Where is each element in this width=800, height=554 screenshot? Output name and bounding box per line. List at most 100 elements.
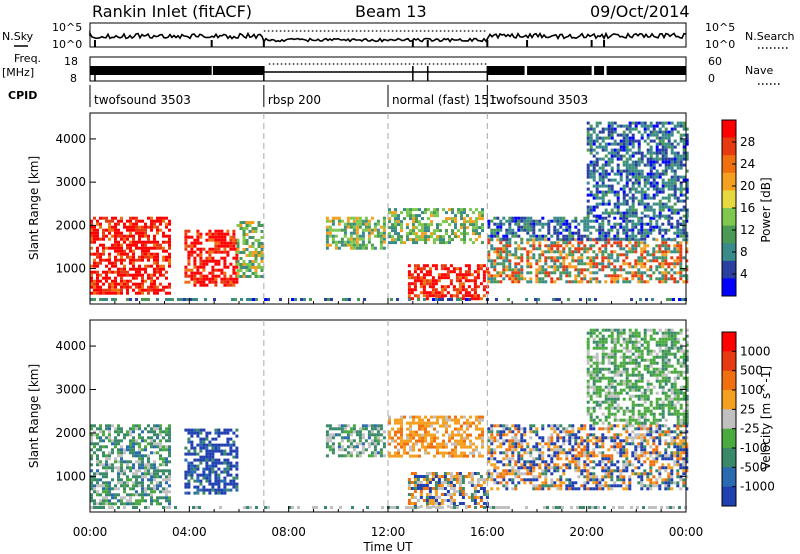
heatmap-cell <box>457 418 460 422</box>
heatmap-cell <box>409 448 412 452</box>
heatmap-cell <box>442 235 445 239</box>
heatmap-cell <box>667 121 671 125</box>
heatmap-cell <box>193 431 197 435</box>
heatmap-cell <box>199 247 203 251</box>
heatmap-cell <box>490 231 494 235</box>
heatmap-cell <box>451 433 454 437</box>
heatmap-cell <box>211 277 215 281</box>
heatmap-cell <box>476 490 480 493</box>
heatmap-cell <box>529 427 533 431</box>
heatmap-cell <box>520 247 524 251</box>
heatmap-cell <box>433 421 436 425</box>
heatmap-cell <box>108 487 111 491</box>
heatmap-cell <box>478 421 481 425</box>
heatmap-cell <box>370 424 374 428</box>
heatmap-cell <box>511 219 515 223</box>
heatmap-cell <box>598 172 602 176</box>
heatmap-cell <box>637 271 641 275</box>
heatmap-cell <box>120 448 123 452</box>
heatmap-cell <box>499 237 503 241</box>
heatmap-cell <box>625 225 629 229</box>
heatmap-cell <box>622 211 626 215</box>
heatmap-cell <box>643 262 647 266</box>
heatmap-cell <box>358 234 362 238</box>
heatmap-cell <box>196 229 200 233</box>
heatmap-cell <box>331 216 335 220</box>
heatmap-cell <box>214 277 218 281</box>
heatmap-cell <box>428 291 432 295</box>
heatmap-cell <box>493 231 497 235</box>
heatmap-cell <box>559 475 563 479</box>
heatmap-cell <box>445 427 448 431</box>
heatmap-cell <box>679 216 683 220</box>
heatmap-cell <box>443 264 447 268</box>
heatmap-cell <box>340 243 344 247</box>
heatmap-cell <box>108 427 111 431</box>
heatmap-cell <box>346 424 350 428</box>
heatmap-cell <box>568 247 572 251</box>
heatmap-cell <box>205 461 209 465</box>
freq-band <box>90 66 212 75</box>
heatmap-cell <box>541 222 545 226</box>
heatmap-cell <box>637 121 641 125</box>
heatmap-cell <box>535 463 539 467</box>
heatmap-cell <box>451 229 454 233</box>
heatmap-cell <box>96 228 99 232</box>
heatmap-cell <box>208 229 212 233</box>
heatmap-cell <box>473 487 477 490</box>
heatmap-cell <box>502 439 506 443</box>
heatmap-cell <box>105 279 108 283</box>
heatmap-cell <box>126 478 129 482</box>
heatmap-cell <box>391 211 394 215</box>
heatmap-cell <box>532 256 536 260</box>
heatmap-cell <box>254 251 258 254</box>
heatmap-cell <box>150 222 153 226</box>
heatmap-cell <box>376 442 380 446</box>
heatmap-cell <box>229 446 233 450</box>
heatmap-cell <box>120 457 123 461</box>
heatmap-cell <box>493 448 497 452</box>
y-tick-label: 3000 <box>55 175 86 189</box>
heatmap-cell <box>111 291 114 295</box>
heatmap-cell <box>440 273 444 277</box>
heatmap-cell <box>634 247 638 251</box>
heatmap-cell <box>529 244 533 248</box>
heatmap-cell <box>156 466 159 470</box>
heatmap-cell <box>574 277 578 281</box>
heatmap-cell <box>235 452 239 456</box>
heatmap-cell <box>111 246 114 250</box>
heatmap-cell <box>664 250 668 254</box>
heatmap-cell <box>388 235 391 239</box>
heatmap-cell <box>388 211 391 215</box>
heatmap-cell <box>610 225 614 229</box>
heatmap-cell <box>457 454 460 458</box>
heatmap-cell <box>223 428 227 432</box>
heatmap-cell <box>502 430 506 434</box>
heatmap-cell <box>682 121 686 125</box>
heatmap-cell <box>526 238 530 242</box>
heatmap-cell <box>565 237 569 241</box>
heatmap-cell <box>505 274 509 278</box>
heatmap-cell <box>129 445 132 449</box>
heatmap-cell <box>418 415 421 419</box>
heatmap-cell <box>355 454 359 458</box>
heatmap-cell <box>568 237 572 241</box>
heatmap-cell <box>394 451 397 455</box>
heatmap-cell <box>412 214 415 218</box>
heatmap-cell <box>150 463 153 467</box>
heatmap-cell <box>610 208 614 212</box>
heatmap-cell <box>454 418 457 422</box>
heatmap-cell <box>598 214 602 218</box>
heatmap-cell <box>126 466 129 470</box>
heatmap-cell <box>102 288 105 292</box>
heatmap-cell <box>105 463 108 467</box>
heatmap-cell <box>419 481 423 484</box>
heatmap-cell <box>592 154 596 158</box>
heatmap-cell <box>455 475 459 478</box>
heatmap-cell <box>496 231 500 235</box>
heatmap-cell <box>670 163 674 167</box>
heatmap-cell <box>147 255 150 259</box>
heatmap-cell <box>442 421 445 425</box>
heatmap-cell <box>553 463 557 467</box>
heatmap-cell <box>196 268 200 272</box>
